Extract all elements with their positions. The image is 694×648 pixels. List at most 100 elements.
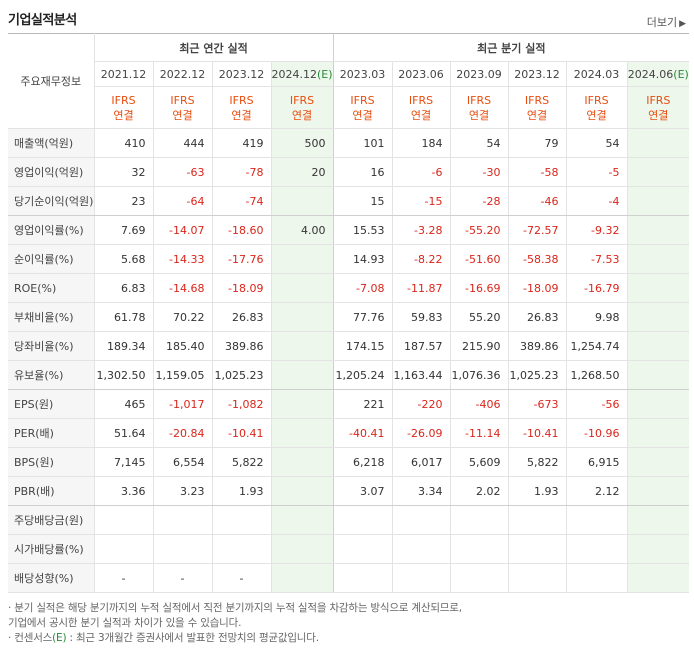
row-label: 배당성향(%)	[8, 563, 94, 593]
value-cell: 7.69	[93, 215, 153, 245]
row-label-text: BPS(원)	[14, 456, 54, 469]
value-text: -4	[608, 194, 620, 208]
basis-consolidated: 연결	[231, 108, 252, 122]
basis-cell: IFRS 연결	[507, 86, 567, 129]
value-cell: 26.83	[211, 302, 271, 332]
value-text: 15.53	[353, 223, 385, 237]
value-cell: 1,254.74	[565, 331, 628, 361]
consensus-mark: (E)	[52, 632, 67, 644]
value-text: 174.15	[346, 339, 385, 353]
value-cell: 215.90	[449, 331, 509, 361]
period-label: 2023.12	[218, 67, 265, 81]
value-cell: 1,302.50	[93, 360, 153, 390]
value-text: 26.83	[527, 310, 559, 324]
value-cell: -7.08	[332, 273, 393, 303]
value-text: -58	[540, 165, 559, 179]
value-cell: 20	[270, 157, 334, 187]
more-link[interactable]: 더보기 ▶	[647, 14, 686, 30]
value-text: 51.64	[114, 426, 146, 440]
value-text: 5,822	[527, 455, 559, 469]
footnote-consensus: · 컨센서스(E) : 최근 3개월간 증권사에서 발표한 전망치의 평균값입니…	[8, 631, 462, 646]
value-cell: -18.09	[507, 273, 567, 303]
value-text: -26.09	[407, 426, 443, 440]
value-cell	[626, 302, 690, 332]
value-cell: -63	[152, 157, 212, 187]
value-text: -6	[431, 165, 443, 179]
table-row: EPS(원) 465 -1,017 -1,082 221 -220 -406 -673 -56	[8, 389, 690, 419]
period-label: 2024.06	[627, 67, 674, 81]
value-text: -64	[186, 194, 205, 208]
value-cell: 174.15	[332, 331, 393, 361]
quarter-header: 최근 분기 실적	[332, 33, 690, 62]
value-text: -18.09	[523, 281, 559, 295]
value-text: -16.69	[465, 281, 501, 295]
period-header: 2023.12	[507, 61, 567, 87]
value-cell	[626, 447, 690, 477]
value-text: -7.08	[356, 281, 385, 295]
table-row: 당기순이익(억원) 23 -64 -74 15 -15 -28 -46 -4	[8, 186, 690, 216]
consensus-text: : 최근 3개월간 증권사에서 발표한 전망치의 평균값입니다.	[66, 632, 319, 644]
value-text: 7.69	[121, 223, 146, 237]
row-label: 영업이익률(%)	[8, 215, 94, 245]
value-cell: -26.09	[391, 418, 451, 448]
value-text: 59.83	[411, 310, 443, 324]
basis-consolidated: 연결	[172, 108, 193, 122]
footnote-line: 기업에서 공시한 분기 실적과 차이가 있을 수 있습니다.	[8, 617, 242, 629]
value-cell: -	[152, 563, 212, 593]
section-title: 기업실적분석	[8, 13, 77, 28]
value-cell: 189.34	[93, 331, 153, 361]
value-cell: 500	[270, 128, 334, 158]
row-label: PBR(배)	[8, 476, 94, 506]
footnote-line: · 분기 실적은 해당 분기까지의 누적 실적에서 직전 분기까지의 누적 실적…	[8, 602, 462, 614]
row-label: 순이익률(%)	[8, 244, 94, 274]
annual-header: 최근 연간 실적	[93, 33, 334, 62]
value-text: -40.41	[349, 426, 385, 440]
value-cell: 7,145	[93, 447, 153, 477]
row-label-text: 당기순이익(억원)	[14, 195, 94, 208]
value-cell: 26.83	[507, 302, 567, 332]
value-text: -14.07	[169, 223, 205, 237]
value-cell: -3.28	[391, 215, 451, 245]
value-text: 55.20	[469, 310, 501, 324]
estimate-mark: (E)	[673, 67, 689, 81]
row-label: EPS(원)	[8, 389, 94, 419]
value-text: 1,076.36	[451, 368, 501, 382]
row-label-text: 매출액(억원)	[14, 137, 74, 150]
value-text: 5.68	[121, 252, 146, 266]
value-text: -11.14	[465, 426, 501, 440]
row-label: 주당배당금(원)	[8, 505, 94, 535]
row-label-text: 영업이익률(%)	[14, 224, 84, 237]
basis-ifrs: IFRS	[646, 93, 671, 107]
row-header-label: 주요재무정보	[20, 75, 82, 88]
basis-consolidated: 연결	[648, 108, 669, 122]
value-text: -9.32	[591, 223, 620, 237]
value-cell	[565, 534, 628, 564]
value-cell: 1.93	[211, 476, 271, 506]
value-cell: -40.41	[332, 418, 393, 448]
value-cell	[270, 360, 334, 390]
period-header: 2021.12	[93, 61, 153, 87]
value-cell: -14.07	[152, 215, 212, 245]
value-cell: 55.20	[449, 302, 509, 332]
table-row: PER(배) 51.64 -20.84 -10.41 -40.41 -26.09 -11.1…	[8, 418, 690, 448]
value-cell: 3.07	[332, 476, 393, 506]
table-row: 당좌비율(%) 189.34 185.40 389.86 174.15 187.57 215…	[8, 331, 690, 361]
value-cell	[270, 505, 334, 535]
value-cell: 15.53	[332, 215, 393, 245]
value-text: -11.87	[407, 281, 443, 295]
value-cell	[270, 476, 334, 506]
value-cell: 6,017	[391, 447, 451, 477]
value-text: 410	[124, 136, 146, 150]
value-text: -220	[417, 397, 443, 411]
value-cell: -673	[507, 389, 567, 419]
value-text: -16.79	[584, 281, 620, 295]
value-text: 389.86	[225, 339, 264, 353]
basis-ifrs: IFRS	[584, 93, 609, 107]
value-cell: -78	[211, 157, 271, 187]
value-text: 6,218	[353, 455, 385, 469]
value-text: 7,145	[114, 455, 146, 469]
table-row: 시가배당률(%)	[8, 534, 690, 564]
basis-consolidated: 연결	[113, 108, 134, 122]
period-label: 2022.12	[159, 67, 206, 81]
